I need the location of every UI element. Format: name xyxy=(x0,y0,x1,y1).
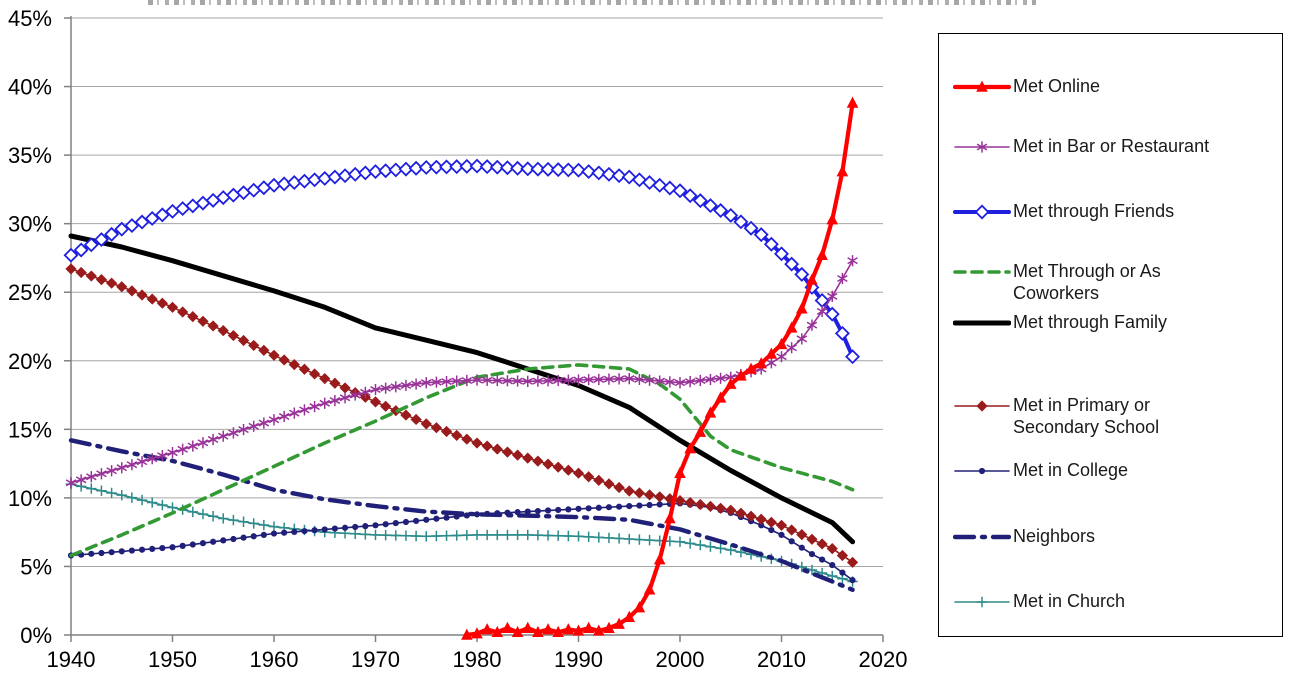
legend-label: Met Through or As Coworkers xyxy=(1013,261,1161,303)
legend-label: Met Online xyxy=(1013,76,1101,96)
legend-item-met-in-bar-or-restaurant: Met in Bar or Restaurant xyxy=(953,135,1231,159)
series-met-through-or-as-coworkers xyxy=(69,363,855,558)
legend-item-met-through-family: Met through Family xyxy=(953,311,1231,335)
legend-item-met-through-or-as-coworkers: Met Through or As Coworkers xyxy=(953,260,1231,304)
y-tick-label: 40% xyxy=(8,75,52,100)
x-tick-label: 1950 xyxy=(148,647,197,672)
legend-label: Met in Church xyxy=(1013,591,1126,611)
legend-item-met-in-college: Met in College xyxy=(953,459,1231,483)
met-through-family-swatch-icon xyxy=(953,320,1011,326)
met-in-church-swatch-icon xyxy=(954,596,1010,608)
series-met-through-friends xyxy=(63,158,861,365)
legend-label: Met through Friends xyxy=(1013,201,1175,221)
legend: Met Online Met in Bar or Restaurant Met th… xyxy=(938,33,1283,637)
legend-item-met-online: Met Online xyxy=(953,75,1231,99)
x-tick-label: 2010 xyxy=(757,647,806,672)
legend-label: Met in College xyxy=(1013,460,1129,480)
met-in-primary-or-secondary-school-swatch-icon xyxy=(954,400,1010,412)
legend-item-neighbors: Neighbors xyxy=(953,525,1231,549)
legend-label: Neighbors xyxy=(1013,526,1096,546)
legend-item-met-through-friends: Met through Friends xyxy=(953,200,1231,224)
x-tick-label: 1940 xyxy=(47,647,96,672)
neighbors-swatch-icon xyxy=(953,534,1011,540)
y-tick-label: 5% xyxy=(20,554,52,579)
x-tick-label: 2000 xyxy=(656,647,705,672)
y-tick-label: 25% xyxy=(8,280,52,305)
y-tick-label: 15% xyxy=(8,417,52,442)
x-tick-label: 1970 xyxy=(351,647,400,672)
legend-label: Met in Bar or Restaurant xyxy=(1013,136,1210,156)
y-tick-label: 45% xyxy=(8,6,52,31)
series-met-through-family xyxy=(68,233,856,545)
series-neighbors xyxy=(68,438,855,592)
x-tick-label: 1980 xyxy=(453,647,502,672)
y-tick-label: 10% xyxy=(8,486,52,511)
y-tick-label: 30% xyxy=(8,212,52,237)
cropped-title-sliver xyxy=(148,0,1036,5)
met-in-college-swatch-icon xyxy=(954,467,1010,475)
series-met-in-primary-or-secondary-school xyxy=(65,263,859,568)
legend-item-met-in-primary-or-secondary-school: Met in Primary or Secondary School xyxy=(953,394,1231,438)
series-met-in-church xyxy=(65,478,858,587)
legend-label: Met through Family xyxy=(1013,312,1168,332)
legend-label: Met in Primary or Secondary School xyxy=(1013,395,1160,437)
line-chart-plot: 0% 5% 10% 15% 20% 25% 30% 35% 40% 45% 1940 1950 1960… xyxy=(8,6,908,672)
x-tick-label: 1960 xyxy=(250,647,299,672)
y-tick-label: 0% xyxy=(20,623,52,648)
met-online-swatch-icon xyxy=(953,80,1011,92)
series-met-in-bar-or-restaurant xyxy=(65,255,858,489)
gridlines xyxy=(71,17,883,567)
x-tick-label: 1990 xyxy=(554,647,603,672)
met-in-bar-or-restaurant-swatch-icon xyxy=(954,141,1010,153)
x-tick-label: 2020 xyxy=(859,647,908,672)
series-met-online xyxy=(461,96,859,640)
y-tick-label: 35% xyxy=(8,143,52,168)
axes: 0% 5% 10% 15% 20% 25% 30% 35% 40% 45% 1940 1950 1960… xyxy=(8,6,908,672)
y-tick-label: 20% xyxy=(8,349,52,374)
met-through-friends-swatch-icon xyxy=(953,204,1011,220)
met-through-or-as-coworkers-swatch-icon xyxy=(953,270,1011,274)
legend-item-met-in-church: Met in Church xyxy=(953,590,1231,614)
